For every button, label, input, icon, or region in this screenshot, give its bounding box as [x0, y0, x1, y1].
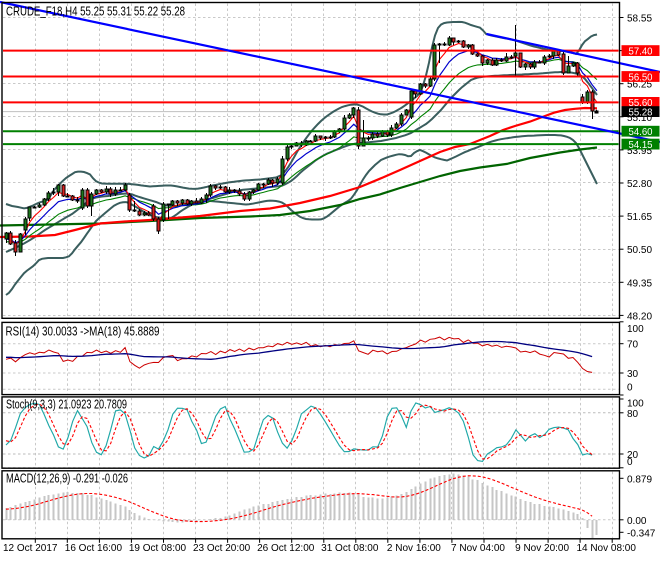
svg-text:100: 100	[627, 398, 644, 409]
svg-text:26 Oct 12:00: 26 Oct 12:00	[257, 543, 315, 554]
svg-text:57.40: 57.40	[629, 45, 653, 57]
svg-text:80: 80	[627, 409, 639, 420]
svg-text:58.55: 58.55	[627, 14, 652, 25]
svg-text:Stoch(9,3,3) 21.0923 20.7809: Stoch(9,3,3) 21.0923 20.7809	[6, 397, 127, 412]
svg-text:-0.347: -0.347	[627, 528, 656, 539]
svg-text:0: 0	[627, 457, 633, 468]
svg-text:49.35: 49.35	[627, 278, 652, 289]
svg-text:51.65: 51.65	[627, 212, 652, 223]
svg-text:0: 0	[627, 383, 633, 394]
svg-text:16 Oct 16:00: 16 Oct 16:00	[65, 543, 123, 554]
svg-text:30: 30	[627, 369, 639, 380]
svg-text:12 Oct 2017: 12 Oct 2017	[3, 543, 58, 554]
svg-text:19 Oct 08:00: 19 Oct 08:00	[129, 543, 187, 554]
svg-text:70: 70	[627, 340, 639, 351]
svg-text:31 Oct 08:00: 31 Oct 08:00	[321, 543, 379, 554]
svg-text:2 Nov 16:00: 2 Nov 16:00	[387, 543, 441, 554]
svg-text:52.80: 52.80	[627, 179, 652, 190]
svg-text:MACD(12,26,9) -0.291 -0.026: MACD(12,26,9) -0.291 -0.026	[6, 471, 128, 486]
svg-text:50.50: 50.50	[627, 245, 652, 256]
svg-text:54.15: 54.15	[629, 139, 653, 151]
svg-text:RSI(14) 30.0033 ->MA(18) 45.8: RSI(14) 30.0033 ->MA(18) 45.8889	[6, 324, 160, 339]
svg-text:14 Nov 08:00: 14 Nov 08:00	[576, 543, 636, 554]
svg-text:0.00: 0.00	[627, 516, 647, 527]
svg-text:48.20: 48.20	[627, 311, 652, 322]
svg-text:7 Nov 04:00: 7 Nov 04:00	[451, 543, 505, 554]
svg-text:56.50: 56.50	[629, 71, 653, 83]
svg-text:55.28: 55.28	[629, 106, 653, 118]
svg-text:9 Nov 20:00: 9 Nov 20:00	[515, 543, 569, 554]
svg-text:0.879: 0.879	[627, 474, 652, 485]
svg-text:54.60: 54.60	[629, 126, 653, 138]
svg-text:CRUDE_F18,H4 55.25 55.31 55.2: CRUDE_F18,H4 55.25 55.31 55.22 55.28	[6, 4, 185, 19]
svg-text:23 Oct 20:00: 23 Oct 20:00	[193, 543, 251, 554]
svg-text:100: 100	[627, 324, 644, 335]
